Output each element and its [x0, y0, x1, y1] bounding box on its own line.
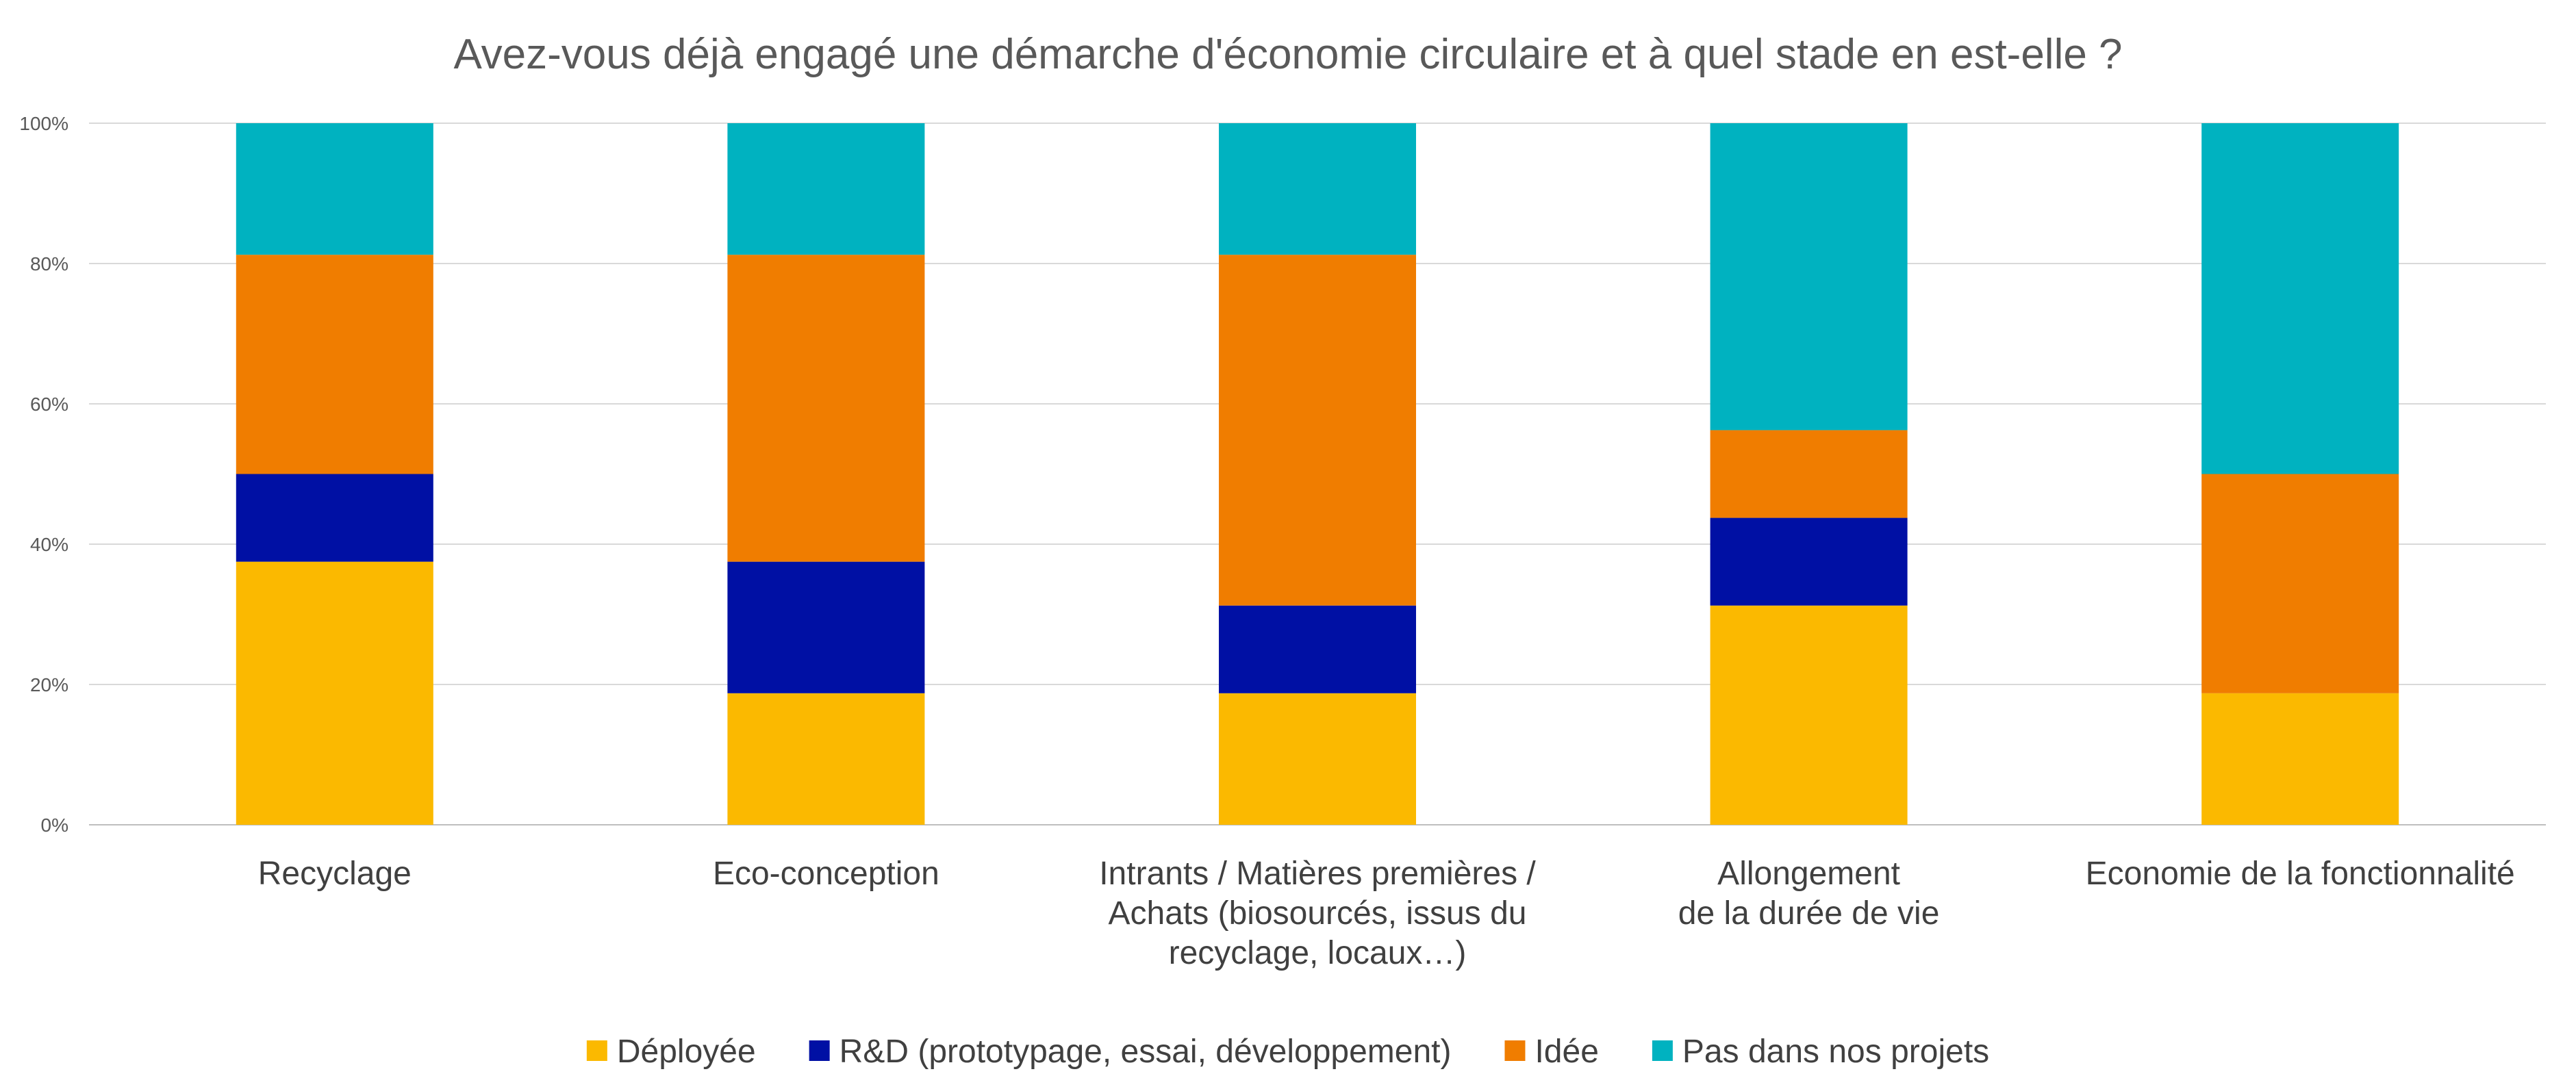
legend-item: Pas dans nos projets	[1652, 1034, 1989, 1070]
bar-segment	[1219, 255, 1416, 606]
x-tick-label: Recyclage	[258, 856, 412, 892]
legend: Déployée R&D (prototypage, essai, dévelop…	[586, 1034, 1989, 1070]
y-axis-ticks: 0% 20% 40% 60% 80% 100%	[19, 113, 68, 836]
bar-segment	[727, 561, 925, 693]
legend-swatch	[809, 1040, 830, 1061]
x-tick-label: Allongement	[1717, 856, 1900, 892]
y-tick-label: 40%	[30, 534, 68, 555]
bars	[236, 123, 2399, 825]
legend-label: Pas dans nos projets	[1682, 1034, 1989, 1070]
bar-segment	[2201, 693, 2399, 825]
x-tick-label: Achats (biosourcés, issus du	[1109, 895, 1527, 932]
y-tick-label: 0%	[41, 815, 68, 836]
bar-segment	[1219, 123, 1416, 255]
bar-segment	[1710, 605, 1908, 825]
legend-item: Idée	[1504, 1034, 1599, 1070]
legend-label: Idée	[1535, 1034, 1598, 1070]
bar-segment	[727, 255, 925, 562]
y-tick-label: 20%	[30, 674, 68, 695]
bar-segment	[2201, 474, 2399, 693]
legend-label: Déployée	[617, 1034, 756, 1070]
y-tick-label: 100%	[19, 113, 68, 134]
bar-segment	[1710, 517, 1908, 606]
bar-segment	[1219, 605, 1416, 693]
x-tick-label: Economie de la fonctionnalité	[2086, 856, 2515, 892]
legend-swatch	[586, 1040, 607, 1061]
legend-label: R&D (prototypage, essai, développement)	[839, 1034, 1452, 1070]
legend-swatch	[1504, 1040, 1526, 1061]
bar-segment	[727, 123, 925, 255]
bar-segment	[1710, 123, 1908, 431]
x-axis-labels: Recyclage Eco-conception Intrants / Matièr…	[258, 856, 2515, 971]
bar-segment	[1219, 693, 1416, 825]
bar-segment	[236, 255, 433, 474]
x-tick-label: Intrants / Matières premières /	[1099, 856, 1536, 892]
x-tick-label: de la durée de vie	[1678, 895, 1940, 932]
bar-segment	[1710, 430, 1908, 518]
y-tick-label: 60%	[30, 394, 68, 415]
bar-segment	[727, 693, 925, 825]
legend-swatch	[1652, 1040, 1673, 1061]
chart-title: Avez-vous déjà engagé une démarche d'éco…	[453, 31, 2122, 78]
bar-segment	[236, 123, 433, 255]
x-tick-label: Eco-conception	[713, 856, 939, 892]
bar-segment	[236, 474, 433, 562]
legend-item: Déployée	[586, 1034, 756, 1070]
bar-segment	[2201, 123, 2399, 474]
legend-item: R&D (prototypage, essai, développement)	[809, 1034, 1452, 1070]
x-tick-label: recyclage, locaux…)	[1169, 935, 1467, 971]
bar-segment	[236, 561, 433, 825]
y-tick-label: 80%	[30, 253, 68, 274]
